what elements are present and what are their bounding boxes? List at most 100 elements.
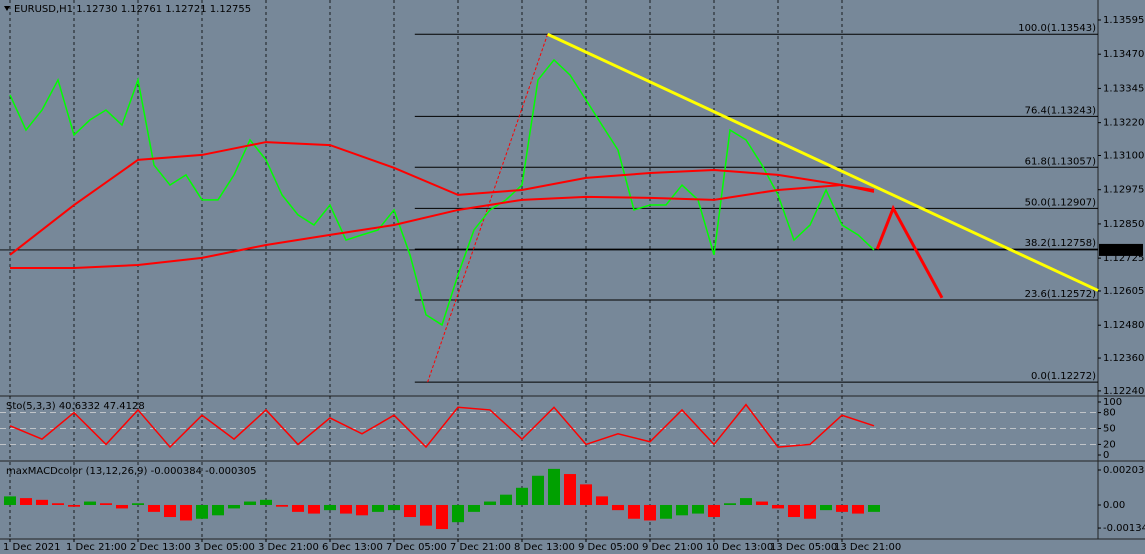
histogram-bar	[4, 496, 16, 505]
x-tick-label: 8 Dec 13:00	[514, 542, 575, 553]
panel-title: EURUSD,H1 1.12730 1.12761 1.12721 1.1275…	[14, 4, 251, 15]
x-tick-label: 10 Dec 13:00	[706, 542, 773, 553]
y-tick-label: 1.12605	[1103, 286, 1144, 297]
projection-line	[875, 204, 944, 299]
histogram-bar	[484, 501, 496, 505]
histogram-bar	[564, 474, 576, 505]
histogram-bar	[868, 504, 880, 512]
histogram-bar	[20, 498, 32, 505]
histogram-bar	[676, 504, 688, 516]
series-line	[10, 184, 875, 269]
y-tick-label: 80	[1103, 408, 1116, 419]
y-tick-label: 1.13220	[1103, 118, 1144, 129]
histogram-bar	[388, 504, 400, 511]
fib-label: 76.4(1.13243)	[1025, 105, 1097, 116]
current-price-box	[1099, 243, 1143, 256]
histogram-bar	[708, 504, 720, 518]
y-tick-label: 1.13595	[1103, 15, 1144, 26]
y-tick-label: 1.12480	[1103, 320, 1144, 331]
x-tick-label: 9 Dec 21:00	[642, 542, 703, 553]
series-line	[9, 403, 875, 449]
y-tick-label: 0.00	[1103, 500, 1125, 511]
y-tick-label: 1.12975	[1103, 185, 1144, 196]
histogram-bar	[244, 501, 256, 505]
histogram-bar	[116, 504, 128, 509]
histogram-bar	[660, 504, 672, 519]
trendline	[546, 32, 1099, 292]
histogram-bar	[52, 503, 64, 505]
histogram-bar	[308, 504, 320, 514]
histogram-bar	[804, 504, 816, 519]
histogram-bar	[100, 503, 112, 505]
fib-label: 50.0(1.12907)	[1025, 197, 1097, 208]
histogram-bar	[276, 504, 288, 507]
histogram-bar	[468, 504, 480, 512]
x-tick-label: 9 Dec 05:00	[578, 542, 639, 553]
histogram-bar	[180, 504, 192, 521]
fib-label: 0.0(1.12272)	[1031, 371, 1096, 382]
current-price-label: 1.12755	[1102, 245, 1143, 256]
histogram-bar	[340, 504, 352, 514]
panel-title: Sto(5,3,3) 40.6332 47.4128	[6, 401, 145, 412]
fib-anchor	[427, 34, 549, 383]
y-tick-label: 1.12240	[1103, 386, 1144, 397]
fib-label: 100.0(1.13543)	[1018, 23, 1096, 34]
x-tick-label: 3 Dec 21:00	[258, 542, 319, 553]
y-tick-label: 20	[1103, 439, 1116, 450]
fib-label: 23.6(1.12572)	[1025, 289, 1097, 300]
y-tick-label: 1.13100	[1103, 150, 1144, 161]
x-tick-label: 6 Dec 13:00	[322, 542, 383, 553]
x-tick-label: 2 Dec 13:00	[130, 542, 191, 553]
histogram-bar	[692, 504, 704, 514]
histogram-bar	[820, 504, 832, 511]
histogram-bar	[132, 503, 144, 505]
series-line	[9, 58, 875, 327]
histogram-bar	[724, 503, 736, 505]
histogram-bar	[500, 494, 512, 505]
fib-label: 61.8(1.13057)	[1025, 156, 1097, 167]
y-tick-label: 0.002034	[1103, 465, 1145, 476]
histogram-bar	[292, 504, 304, 512]
y-tick-label: 1.12725	[1103, 253, 1144, 264]
histogram-bar	[852, 504, 864, 514]
histogram-bar	[452, 504, 464, 523]
histogram-bar	[628, 504, 640, 519]
histogram-bar	[260, 499, 272, 505]
histogram-bar	[228, 504, 240, 509]
histogram-bar	[68, 504, 80, 507]
histogram-bar	[644, 504, 656, 521]
histogram-bar	[532, 475, 544, 505]
histogram-bar	[436, 504, 448, 530]
panel-title: maxMACDcolor (13,12,26,9) -0.000384 -0.0…	[6, 466, 256, 477]
histogram-bar	[196, 504, 208, 519]
histogram-bar	[164, 504, 176, 518]
y-tick-label: 1.13470	[1103, 49, 1144, 60]
y-tick-label: 100	[1103, 397, 1122, 408]
x-tick-label: 13 Dec 21:00	[834, 542, 901, 553]
x-tick-label: 13 Dec 05:00	[770, 542, 837, 553]
histogram-bar	[580, 484, 592, 505]
histogram-bar	[404, 504, 416, 518]
menu-triangle	[4, 6, 10, 11]
y-tick-label: -0.001341	[1103, 523, 1145, 534]
histogram-bar	[212, 504, 224, 516]
x-tick-label: 3 Dec 05:00	[194, 542, 255, 553]
histogram-bar	[356, 504, 368, 516]
histogram-bar	[548, 468, 560, 505]
histogram-bar	[596, 496, 608, 505]
x-tick-label: 1 Dec 21:00	[66, 542, 127, 553]
histogram-bar	[516, 487, 528, 505]
x-tick-label: 1 Dec 2021	[3, 542, 61, 553]
x-tick-label: 7 Dec 05:00	[386, 542, 447, 553]
histogram-bar	[324, 504, 336, 511]
histogram-bar	[788, 504, 800, 518]
y-tick-label: 0	[1103, 450, 1109, 461]
y-tick-label: 1.12360	[1103, 353, 1144, 364]
histogram-bar	[148, 504, 160, 512]
y-tick-label: 50	[1103, 424, 1116, 435]
histogram-bar	[84, 501, 96, 505]
series-line	[9, 141, 875, 256]
